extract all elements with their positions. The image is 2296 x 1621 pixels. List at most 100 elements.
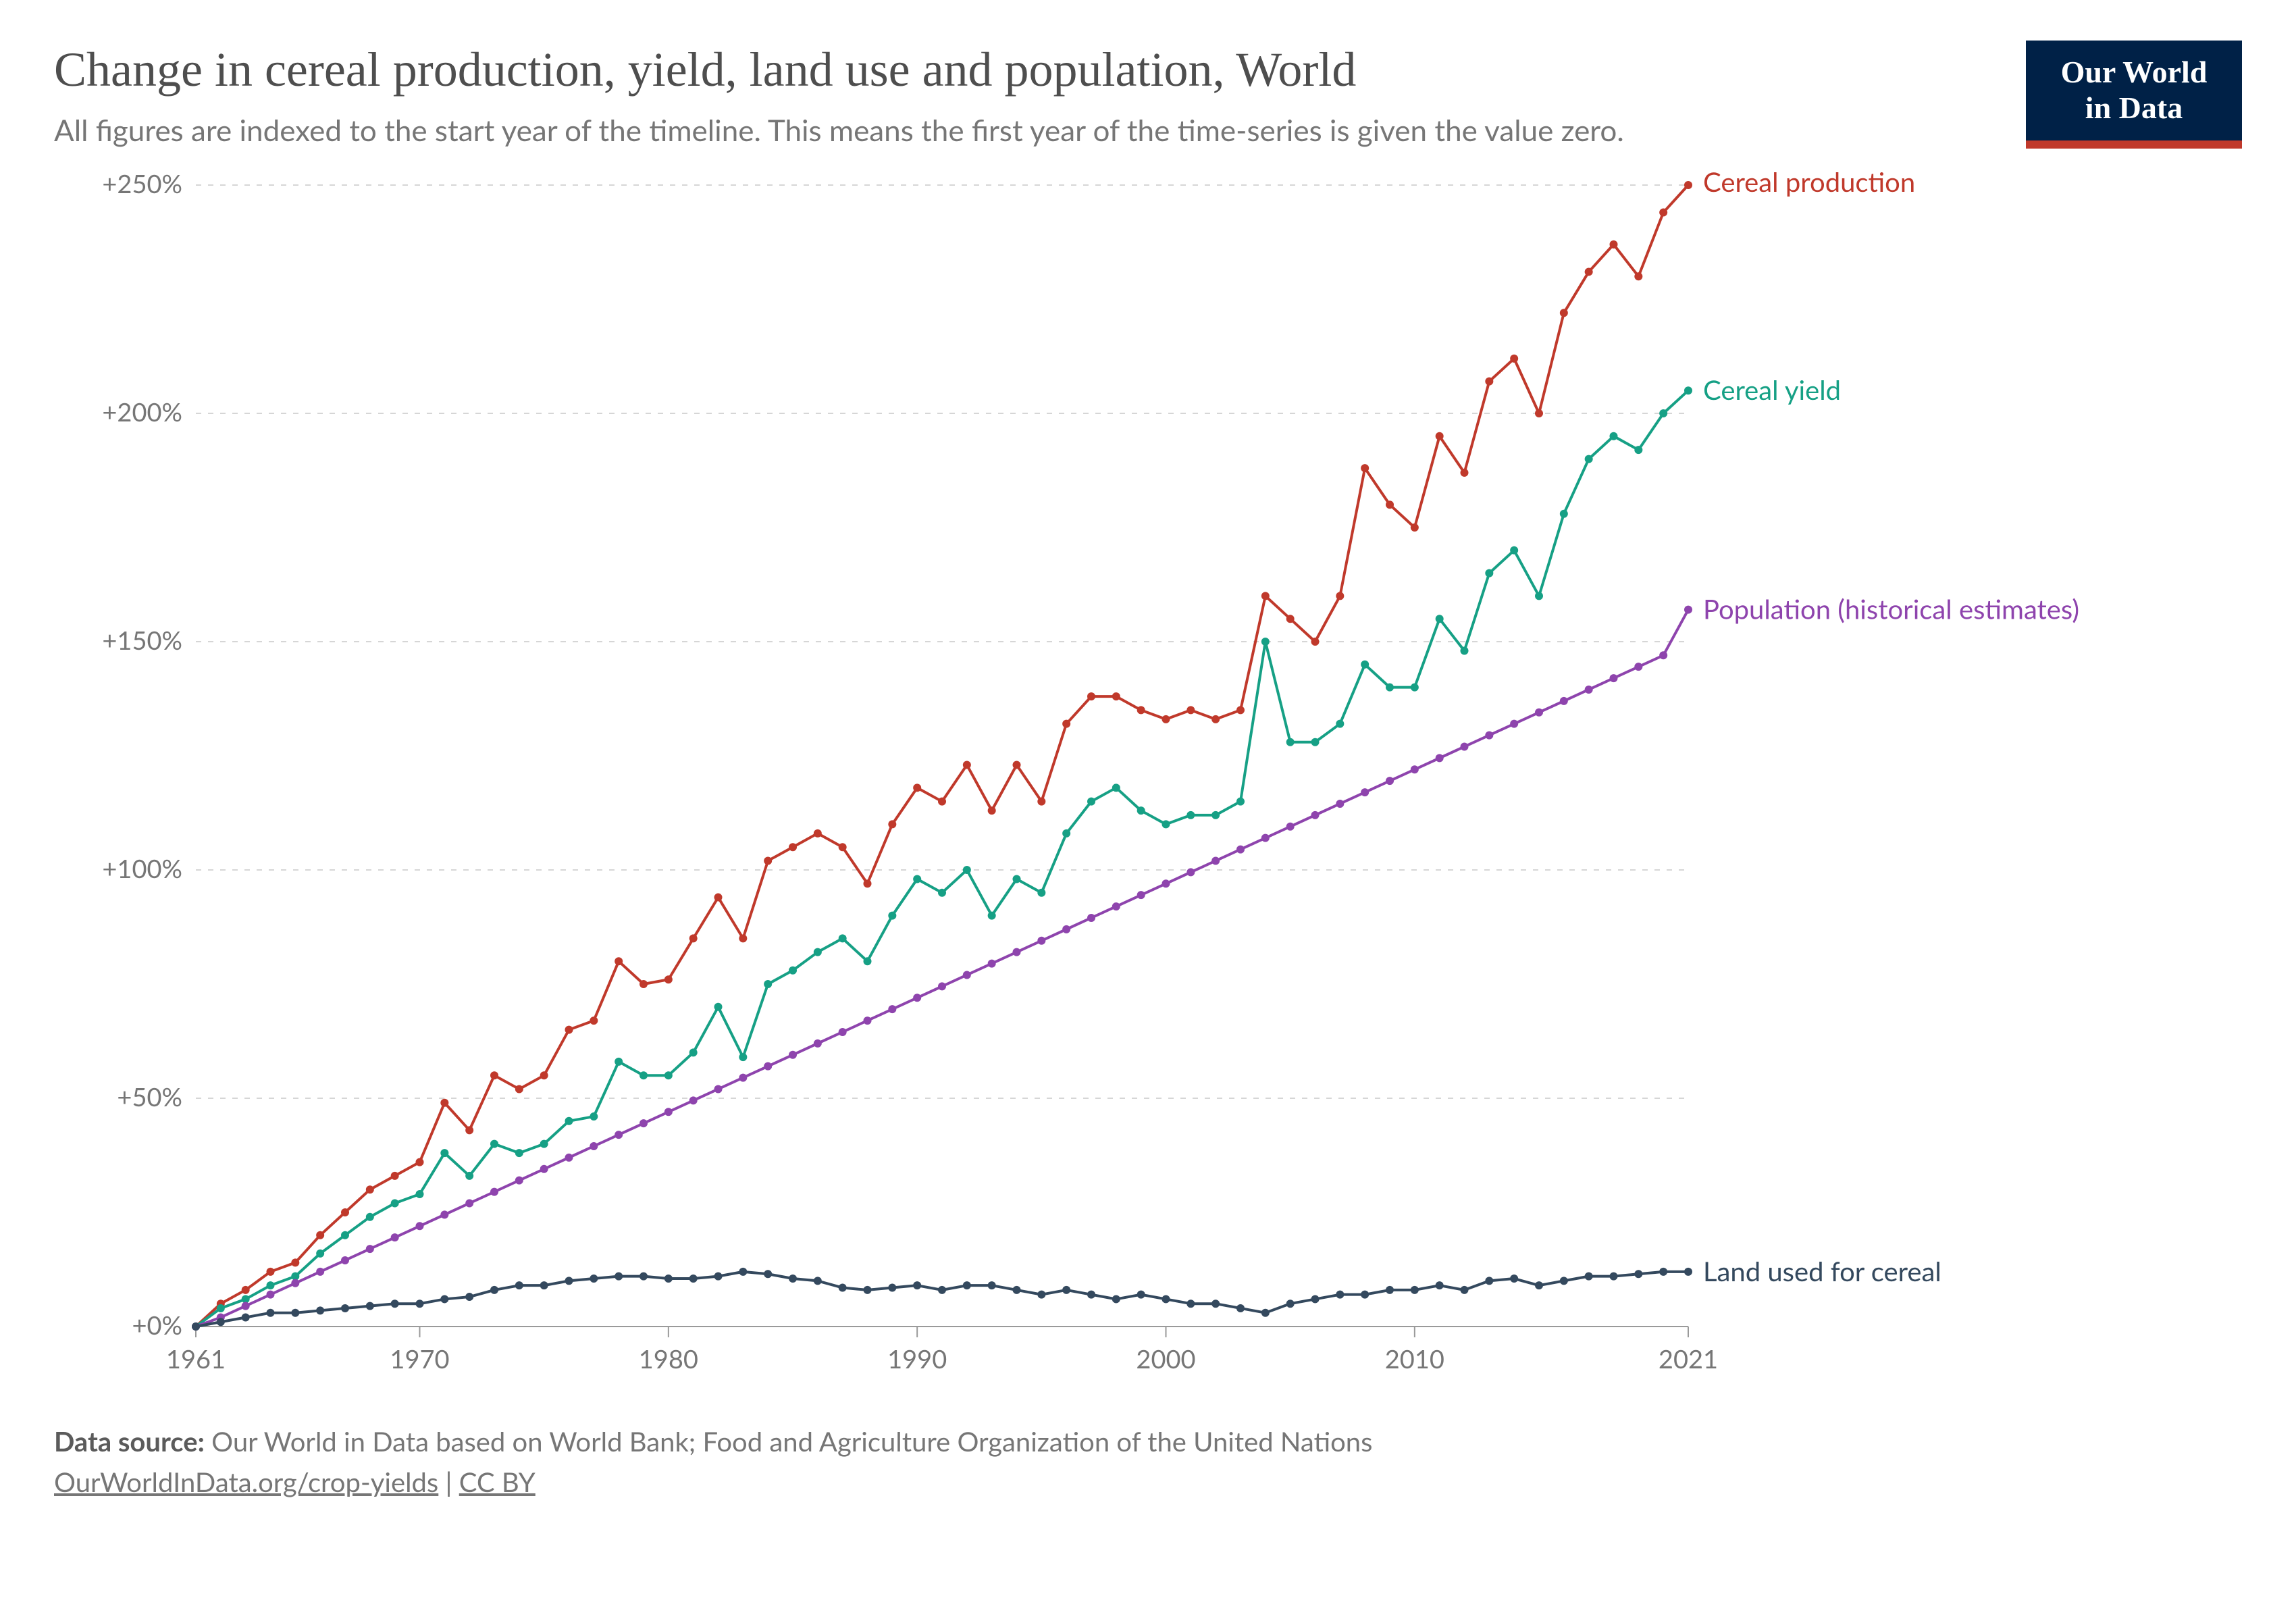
series-marker (664, 1108, 673, 1116)
series-marker (988, 1281, 996, 1289)
series-marker (391, 1199, 399, 1207)
series-marker (242, 1302, 250, 1310)
series-marker (291, 1279, 299, 1287)
series-marker (739, 1053, 747, 1061)
series-marker (1684, 386, 1692, 394)
series-marker (267, 1290, 275, 1298)
series-marker (490, 1187, 498, 1195)
series-marker (1634, 1270, 1642, 1278)
series-marker (963, 761, 971, 769)
series-marker (341, 1304, 349, 1312)
series-marker (864, 1286, 872, 1294)
series-marker (640, 1071, 648, 1079)
series-marker (565, 1117, 573, 1125)
series-marker (888, 1005, 896, 1013)
series-marker (689, 1048, 698, 1056)
series-marker (864, 957, 872, 965)
series-marker (590, 1275, 598, 1283)
series-marker (440, 1210, 448, 1218)
series-marker (1535, 1281, 1543, 1289)
series-marker (640, 1272, 648, 1280)
series-marker (366, 1245, 374, 1253)
series-marker (316, 1250, 324, 1258)
series-marker (391, 1172, 399, 1180)
series-marker (1411, 683, 1419, 691)
series-marker (540, 1071, 548, 1079)
series-marker (1535, 709, 1543, 717)
series-marker (1162, 1295, 1170, 1303)
series-marker (1510, 546, 1518, 555)
series-marker (192, 1322, 200, 1331)
series-marker (316, 1231, 324, 1239)
series-marker (1037, 797, 1045, 805)
series-marker (963, 866, 971, 874)
series-marker (1634, 663, 1642, 671)
series-marker (1461, 742, 1469, 750)
series-marker (1087, 692, 1095, 700)
series-marker (1585, 267, 1593, 276)
series-marker (1236, 797, 1245, 805)
series-marker (913, 875, 921, 883)
series-marker (565, 1154, 573, 1162)
series-marker (1062, 925, 1070, 933)
series-marker (1411, 523, 1419, 532)
series-marker (1461, 646, 1469, 654)
series-marker (1535, 592, 1543, 600)
series-marker (1162, 715, 1170, 723)
series-marker (465, 1293, 473, 1301)
series-marker (1137, 891, 1145, 899)
y-axis-label: +100% (102, 853, 182, 884)
series-marker (714, 1272, 723, 1280)
x-axis-label: 1980 (639, 1343, 698, 1374)
series-marker (1485, 569, 1493, 577)
series-marker (1013, 948, 1021, 956)
series-marker (1186, 1300, 1195, 1308)
series-marker (242, 1313, 250, 1321)
series-marker (664, 975, 673, 983)
series-marker (1087, 1290, 1095, 1298)
series-marker (590, 1112, 598, 1121)
series-marker (1261, 592, 1270, 600)
series-line (196, 1272, 1688, 1327)
series-marker (540, 1281, 548, 1289)
series-marker (814, 829, 822, 838)
series-marker (1659, 1268, 1667, 1276)
series-marker (1610, 674, 1618, 682)
series-marker (739, 934, 747, 942)
series-line (196, 609, 1688, 1326)
series-marker (839, 1028, 847, 1036)
series-marker (1186, 706, 1195, 714)
series-marker (888, 911, 896, 919)
series-marker (1684, 605, 1692, 613)
series-marker (814, 1039, 822, 1048)
page-title: Change in cereal production, yield, land… (54, 41, 1958, 99)
series-marker (1585, 686, 1593, 694)
source-link[interactable]: OurWorldInData.org/crop-yields (54, 1466, 438, 1498)
series-marker (440, 1295, 448, 1303)
source-text: Our World in Data based on World Bank; F… (205, 1425, 1373, 1458)
series-marker (1311, 638, 1320, 646)
series-marker (217, 1318, 225, 1326)
series-marker (988, 959, 996, 967)
series-marker (1236, 706, 1245, 714)
series-marker (515, 1149, 523, 1157)
series-marker (1659, 651, 1667, 659)
series-marker (1062, 829, 1070, 838)
license-link[interactable]: CC BY (459, 1466, 536, 1498)
series-marker (1261, 1309, 1270, 1317)
series-marker (1037, 889, 1045, 897)
header: Change in cereal production, yield, land… (54, 41, 2242, 151)
series-marker (1062, 719, 1070, 727)
series-marker (789, 1275, 797, 1283)
series-marker (1062, 1286, 1070, 1294)
series-marker (391, 1233, 399, 1241)
series-marker (1037, 1290, 1045, 1298)
series-marker (1436, 754, 1444, 762)
series-marker (1361, 464, 1369, 472)
series-marker (267, 1281, 275, 1289)
y-axis-label: +200% (102, 396, 182, 428)
x-axis-label: 1990 (887, 1343, 947, 1374)
series-marker (615, 1058, 623, 1066)
series-marker (913, 1281, 921, 1289)
series-marker (1510, 355, 1518, 363)
